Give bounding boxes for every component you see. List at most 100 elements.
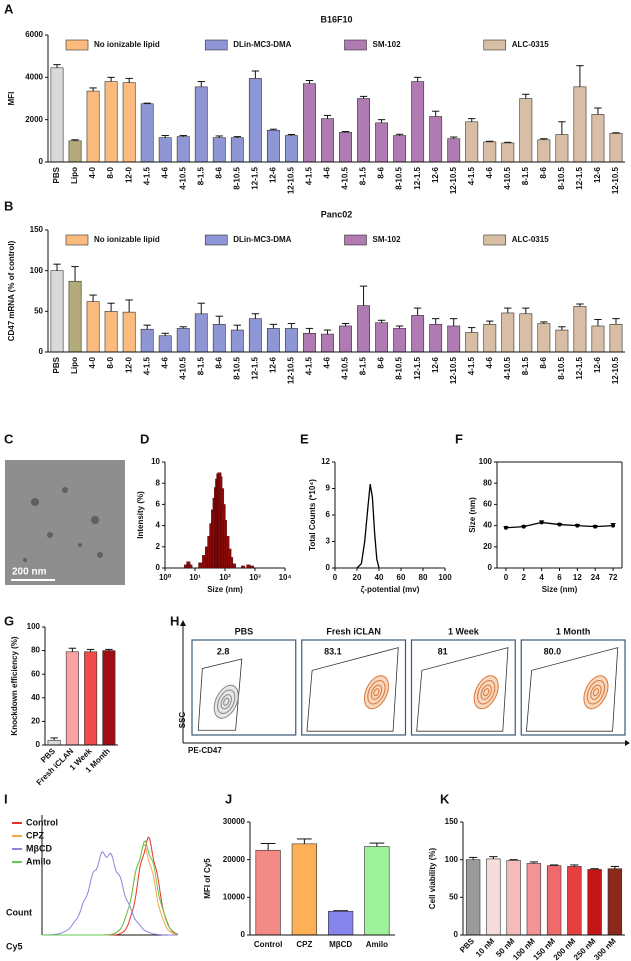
bar: [526, 863, 542, 936]
error-bar: [377, 319, 386, 323]
x-tick-label: 12-1.5: [250, 356, 259, 379]
contour: [592, 688, 600, 697]
y-tick-label: 6: [156, 500, 161, 509]
particle: [47, 532, 53, 538]
bar: [248, 318, 262, 353]
bar: [555, 329, 569, 353]
error-bar: [377, 119, 386, 123]
x-tick-label: CPZ: [296, 940, 312, 949]
y-axis-label: Cell viability (%): [428, 847, 437, 909]
bar: [50, 67, 64, 163]
x-tick-label: 8-10.5: [557, 166, 566, 189]
y-tick-label: 20: [31, 717, 40, 726]
panel-letter: K: [440, 791, 450, 806]
point: [557, 522, 562, 527]
x-tick-label: 80: [419, 573, 428, 582]
x-tick-label: 4-1.5: [305, 356, 314, 375]
panel-title: PBS: [235, 626, 254, 636]
x-tick-label: 8-0: [106, 356, 115, 368]
legend-label: DLin-MC3-DMA: [233, 40, 291, 49]
error-bar: [197, 302, 205, 314]
panel-letter: J: [225, 791, 232, 806]
bar: [375, 122, 389, 163]
panel-letter: C: [4, 431, 14, 446]
gate-percentage: 83.1: [324, 646, 342, 656]
contour: [480, 684, 492, 700]
y-tick-label: 9: [326, 484, 331, 493]
error-bar: [504, 307, 512, 313]
y-axis-label: MFI: [7, 92, 16, 106]
x-tick-label: PBS: [52, 356, 61, 373]
x-tick-label: MβCD: [329, 940, 352, 949]
x-tick-label: 4-1.5: [142, 166, 151, 185]
panel-title: 1 Month: [556, 626, 591, 636]
y-tick-label: 60: [31, 669, 40, 678]
x-tick-label: 4-0: [88, 166, 97, 178]
y-tick-label: 6000: [25, 30, 43, 39]
error-bar: [125, 299, 133, 313]
error-bar: [549, 864, 559, 866]
bar: [339, 132, 352, 163]
x-tick-label: 4-10.5: [178, 166, 187, 189]
particle: [78, 543, 82, 547]
legend-label: MβCD: [26, 843, 52, 853]
x-tick-label: 4-1.5: [467, 166, 476, 185]
gate: [416, 647, 509, 732]
bar: [465, 332, 479, 353]
particle: [31, 498, 39, 506]
contour: [367, 679, 386, 705]
error-bar: [71, 139, 79, 141]
y-tick-label: 150: [445, 817, 459, 826]
error-bar: [558, 326, 566, 331]
bar: [519, 313, 533, 353]
contour: [590, 684, 602, 700]
error-bar: [395, 133, 404, 136]
bar: [501, 142, 515, 163]
x-tick-label: 4-6: [160, 166, 169, 178]
error-bar: [89, 294, 97, 302]
x-tick-label: 8-1.5: [521, 166, 530, 185]
y-tick-label: 80: [31, 646, 40, 655]
x-tick-label: 12-10.5: [287, 166, 296, 194]
x-tick-label: Control: [254, 940, 282, 949]
bar: [84, 651, 98, 746]
x-axis-label: Cy5: [6, 941, 23, 951]
x-tick-label: 8-6: [214, 356, 223, 368]
error-bar: [594, 318, 602, 326]
y-tick-label: 0: [156, 563, 161, 572]
plot-frame: [191, 639, 297, 736]
error-bar: [522, 307, 530, 314]
error-bar: [161, 332, 169, 336]
x-axis-label: Size (nm): [207, 585, 243, 594]
bar: [104, 311, 118, 353]
panel-letter: H: [170, 613, 179, 628]
y-tick-label: 0: [241, 930, 246, 939]
x-tick-label: 8-1.5: [521, 356, 530, 375]
error-bar: [296, 838, 312, 844]
x-tick-label: 12-10.5: [287, 356, 296, 384]
y-arrowhead: [180, 620, 186, 626]
x-tick-label: 10¹: [189, 573, 201, 582]
error-bar: [594, 107, 602, 115]
plot-frame: [410, 639, 516, 736]
x-tick-label: 6: [557, 573, 562, 582]
legend-label: SM-102: [373, 235, 402, 244]
error-bar: [468, 118, 476, 122]
bar: [411, 315, 425, 353]
error-bar: [341, 131, 350, 133]
bar: [573, 86, 587, 163]
x-axis-label: PE-CD47: [188, 746, 222, 755]
x-tick-label: 10³: [249, 573, 261, 582]
x-tick-label: 12-0: [124, 356, 133, 373]
y-tick-label: 12: [321, 457, 330, 466]
bar: [411, 81, 425, 163]
bar: [483, 141, 497, 163]
contour: [223, 697, 230, 706]
x-tick-label: 8-1.5: [196, 356, 205, 375]
error-bar: [323, 114, 332, 119]
gate: [526, 647, 619, 732]
x-tick-label: 10²: [219, 573, 231, 582]
bar: [486, 858, 501, 936]
y-tick-label: 20000: [223, 855, 246, 864]
bar: [321, 333, 334, 353]
